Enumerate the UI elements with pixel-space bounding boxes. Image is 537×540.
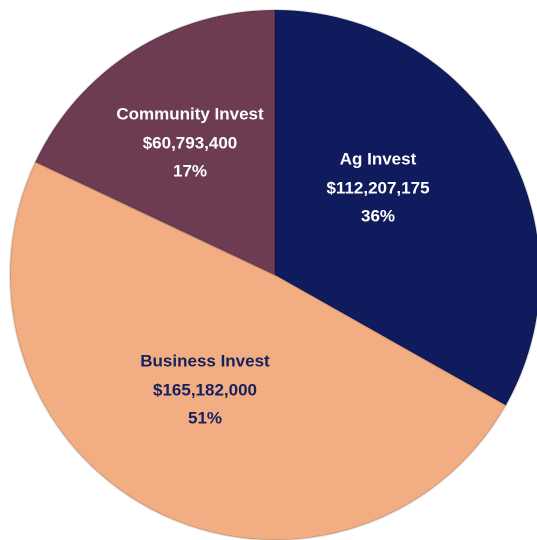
pie-slice — [34, 8, 276, 277]
pie-slice — [274, 8, 537, 407]
slice-value: $60,793,400 — [143, 133, 238, 152]
slice-name: Business Invest — [140, 351, 270, 370]
slice-value: $112,207,175 — [326, 178, 429, 197]
pie-slice — [9, 160, 508, 540]
slice-percent: 17% — [173, 161, 207, 180]
slice-name: Ag Invest — [340, 149, 417, 168]
slice-value: $165,182,000 — [153, 380, 257, 399]
slice-percent: 51% — [188, 408, 222, 427]
slice-percent: 36% — [361, 206, 395, 225]
slice-name: Community Invest — [116, 104, 264, 123]
